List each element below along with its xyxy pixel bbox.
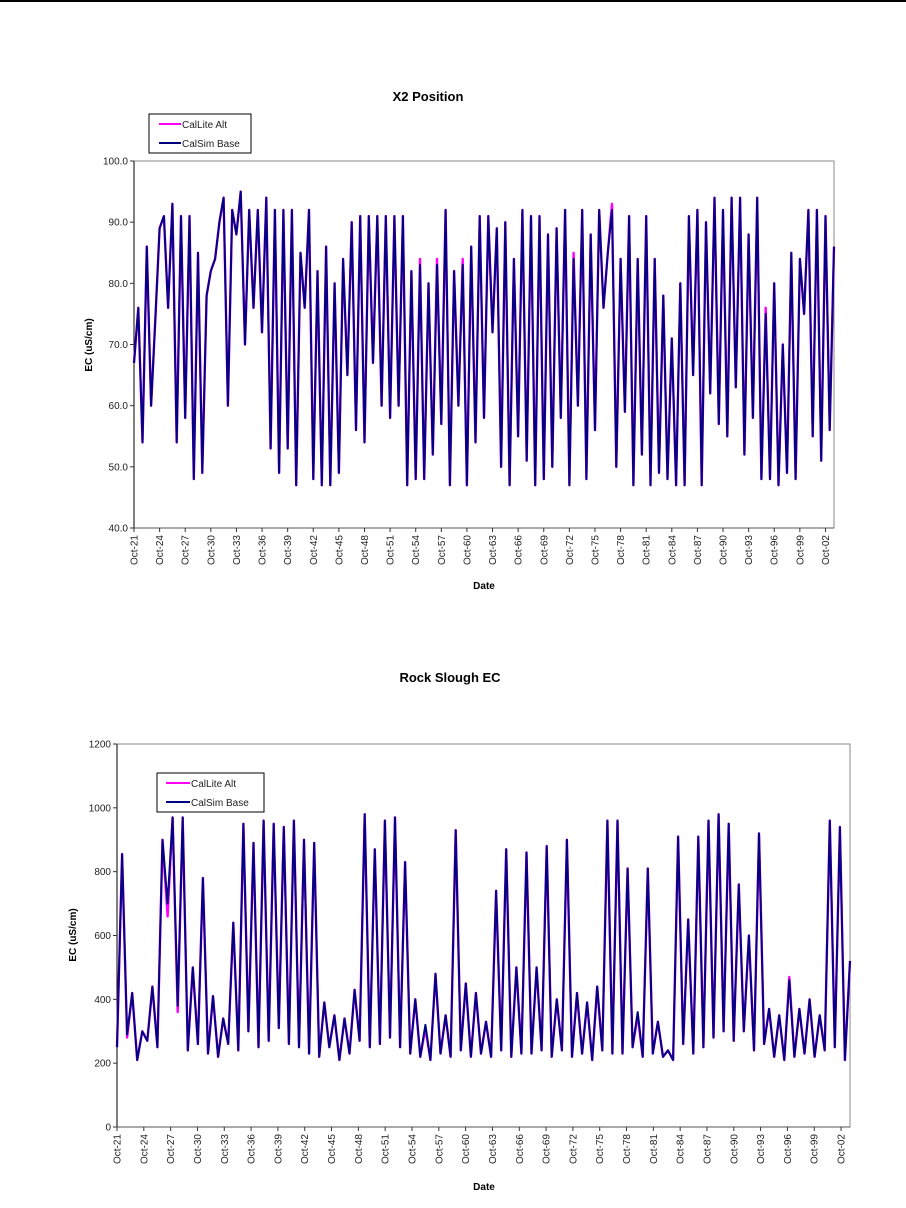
page-top-rule	[0, 0, 906, 2]
x-tick-label: Oct-66	[515, 1134, 526, 1164]
legend-box	[148, 113, 252, 154]
x-tick-label: Oct-33	[232, 535, 243, 565]
x-tick-label: Oct-54	[411, 535, 422, 565]
legend-box	[156, 772, 265, 813]
x-tick-label: Oct-63	[488, 1134, 499, 1164]
x-tick-label: Oct-54	[407, 1134, 418, 1164]
x-tick-label: Oct-39	[283, 535, 294, 565]
x-tick-label: Oct-24	[139, 1134, 150, 1164]
x-tick-label: Oct-87	[702, 1134, 713, 1164]
x-tick-label: Oct-42	[309, 535, 320, 565]
x-tick-label: Oct-27	[166, 1134, 177, 1164]
x-tick-label: Oct-42	[300, 1134, 311, 1164]
legend-label-callite-alt: CalLite Alt	[191, 779, 236, 790]
x-tick-label: Oct-75	[590, 535, 601, 565]
x-tick-label: Oct-84	[676, 1134, 687, 1164]
x-tick-label: Oct-48	[360, 535, 371, 565]
x-tick-label: Oct-57	[434, 1134, 445, 1164]
x-tick-label: Oct-33	[220, 1134, 231, 1164]
x-tick-label: Oct-45	[327, 1134, 338, 1164]
y-tick-label: 40.0	[109, 524, 129, 535]
y-tick-label: 100.0	[103, 157, 128, 168]
legend-label-calsim-base: CalSim Base	[182, 139, 240, 150]
x-tick-label: Oct-81	[649, 1134, 660, 1164]
x-tick-label: Oct-27	[181, 535, 192, 565]
x-tick-label: Oct-45	[334, 535, 345, 565]
y-axis-ticks: 0 200 400 600 800 1000 1200	[89, 740, 117, 1134]
x-tick-label: Oct-78	[622, 1134, 633, 1164]
y-tick-label: 800	[94, 867, 111, 878]
x-tick-label: Oct-36	[258, 535, 269, 565]
y-tick-label: 1200	[89, 740, 112, 751]
x-tick-label: Oct-66	[514, 535, 525, 565]
chart-rock-slough-ec: Rock Slough EC 0 200 400 600 800 1000 1200 Oct…	[68, 670, 852, 1193]
y-tick-label: 60.0	[109, 401, 129, 412]
series-lines	[115, 813, 852, 1062]
x-tick-label: Oct-72	[568, 1134, 579, 1164]
x-axis-ticks: Oct-21 Oct-24 Oct-27 Oct-30 Oct-33 Oct-36 Oct-…	[113, 1127, 848, 1164]
y-axis-label: EC (uS/cm)	[68, 908, 79, 961]
x-tick-label: Oct-02	[837, 1134, 848, 1164]
x-tick-label: Oct-90	[729, 1134, 740, 1164]
x-tick-label: Oct-81	[642, 535, 653, 565]
x-axis-ticks: Oct-21 Oct-24 Oct-27 Oct-30 Oct-33 Oct-36 Oct-…	[130, 528, 832, 565]
y-tick-label: 80.0	[109, 279, 129, 290]
x-axis-label: Date	[473, 1182, 495, 1193]
x-tick-label: Oct-69	[539, 535, 550, 565]
x-tick-label: Oct-96	[783, 1134, 794, 1164]
x-tick-label: Oct-48	[354, 1134, 365, 1164]
x-tick-label: Oct-90	[719, 535, 730, 565]
x-tick-label: Oct-93	[744, 535, 755, 565]
x-tick-label: Oct-51	[381, 1134, 392, 1164]
y-axis-label: EC (uS/cm)	[84, 318, 95, 371]
x-tick-label: Oct-78	[616, 535, 627, 565]
x-tick-label: Oct-36	[247, 1134, 258, 1164]
x-tick-label: Oct-99	[795, 535, 806, 565]
legend-label-calsim-base: CalSim Base	[191, 798, 249, 809]
series-lines	[132, 190, 836, 487]
chart-x2-position: X2 Position 40.0 50.0 60.0 70.0 80.0 90.0 100.…	[84, 89, 836, 592]
y-axis-ticks: 40.0 50.0 60.0 70.0 80.0 90.0 100.0	[103, 157, 134, 535]
x-tick-label: Oct-30	[206, 535, 217, 565]
x-tick-label: Oct-60	[462, 535, 473, 565]
y-tick-label: 50.0	[109, 462, 129, 473]
x-tick-label: Oct-99	[810, 1134, 821, 1164]
y-tick-label: 1000	[89, 803, 112, 814]
x-tick-label: Oct-21	[113, 1134, 124, 1164]
x-tick-label: Oct-75	[595, 1134, 606, 1164]
y-tick-label: 0	[105, 1123, 111, 1134]
x-tick-label: Oct-30	[193, 1134, 204, 1164]
x-tick-label: Oct-60	[461, 1134, 472, 1164]
y-tick-label: 200	[94, 1059, 111, 1070]
x-tick-label: Oct-63	[488, 535, 499, 565]
y-tick-label: 70.0	[109, 340, 129, 351]
x-tick-label: Oct-02	[821, 535, 832, 565]
x-tick-label: Oct-39	[273, 1134, 284, 1164]
chart-title: Rock Slough EC	[399, 670, 501, 685]
x-tick-label: Oct-96	[770, 535, 781, 565]
x-tick-label: Oct-87	[693, 535, 704, 565]
x-tick-label: Oct-84	[667, 535, 678, 565]
series-line-calsim-base	[116, 813, 851, 1061]
x-tick-label: Oct-21	[130, 535, 141, 565]
y-tick-label: 600	[94, 931, 111, 942]
x-tick-label: Oct-93	[756, 1134, 767, 1164]
legend-label-callite-alt: CalLite Alt	[182, 120, 227, 131]
chart-title: X2 Position	[393, 89, 464, 104]
y-tick-label: 90.0	[109, 218, 129, 229]
x-tick-label: Oct-24	[155, 535, 166, 565]
legend: CalLite Alt CalSim Base	[156, 772, 265, 813]
x-tick-label: Oct-72	[565, 535, 576, 565]
x-tick-label: Oct-57	[437, 535, 448, 565]
legend: CalLite Alt CalSim Base	[148, 113, 252, 154]
x-tick-label: Oct-69	[542, 1134, 553, 1164]
x-tick-label: Oct-51	[386, 535, 397, 565]
y-tick-label: 400	[94, 995, 111, 1006]
x-axis-label: Date	[473, 581, 495, 592]
